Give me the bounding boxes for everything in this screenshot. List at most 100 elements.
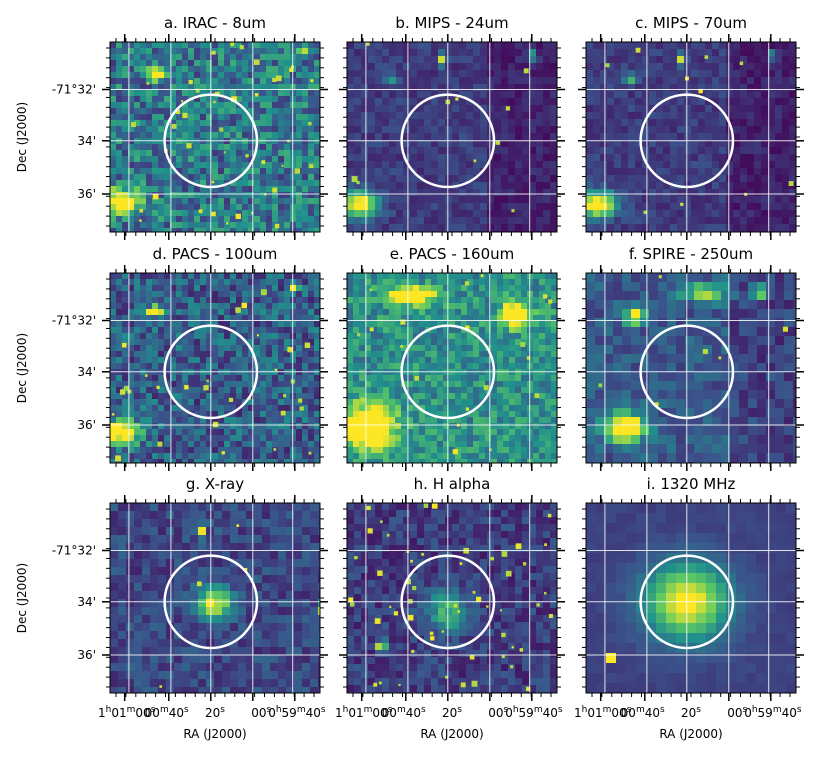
image-pixel (272, 168, 279, 175)
image-pixel (621, 42, 629, 50)
image-pixel (642, 133, 650, 141)
image-pixel (445, 175, 453, 183)
image-pixel (242, 78, 249, 85)
image-pixel (466, 42, 474, 50)
image-pixel (128, 66, 135, 73)
image-pixel (302, 357, 309, 364)
image-pixel (116, 102, 123, 109)
image-pixel (158, 84, 165, 91)
image-pixel (236, 210, 243, 217)
image-pixel (116, 186, 123, 193)
image-pixel (314, 435, 320, 442)
image-pixel (260, 423, 267, 430)
bright-source (272, 77, 277, 83)
image-pixel (487, 77, 495, 85)
image-pixel (389, 112, 397, 120)
image-pixel (242, 309, 249, 316)
image-pixel (410, 49, 418, 57)
image-pixel (663, 77, 671, 85)
image-pixel (586, 210, 594, 218)
image-pixel (473, 315, 480, 322)
image-pixel (480, 112, 488, 120)
image-pixel (200, 417, 207, 424)
image-pixel (296, 387, 303, 394)
image-pixel (761, 175, 769, 183)
image-pixel (152, 132, 159, 139)
image-pixel (230, 423, 237, 430)
image-pixel (152, 357, 159, 364)
image-pixel (230, 120, 237, 127)
image-pixel (431, 56, 439, 64)
image-pixel (218, 168, 225, 175)
image-pixel (691, 70, 699, 78)
image-pixel (308, 132, 315, 139)
image-pixel (593, 203, 601, 211)
image-pixel (224, 144, 231, 151)
image-pixel (347, 133, 355, 141)
image-pixel (308, 315, 315, 322)
image-pixel (278, 186, 285, 193)
image-pixel (768, 112, 776, 120)
image-pixel (586, 126, 594, 134)
image-pixel (413, 303, 420, 310)
bright-source (304, 342, 311, 348)
image-pixel (182, 375, 189, 382)
image-pixel (719, 196, 727, 204)
image-pixel (278, 321, 285, 328)
image-pixel (359, 303, 366, 310)
image-pixel (236, 156, 243, 163)
image-pixel (248, 321, 255, 328)
bright-source (119, 389, 126, 395)
image-pixel (146, 132, 153, 139)
image-pixel (260, 453, 267, 460)
image-pixel (170, 459, 177, 463)
image-pixel (278, 210, 285, 217)
image-pixel (188, 357, 195, 364)
image-pixel (224, 186, 231, 193)
image-pixel (176, 102, 183, 109)
image-pixel (182, 279, 189, 286)
image-pixel (419, 339, 426, 346)
image-pixel (116, 162, 123, 169)
image-pixel (218, 210, 225, 217)
image-pixel (491, 321, 498, 328)
image-pixel (473, 98, 481, 106)
image-pixel (302, 198, 309, 205)
image-pixel (254, 291, 261, 298)
image-pixel (607, 203, 615, 211)
image-pixel (110, 192, 117, 199)
image-pixel (212, 66, 219, 73)
image-pixel (146, 216, 153, 223)
image-pixel (705, 42, 713, 50)
image-pixel (296, 90, 303, 97)
image-pixel (200, 459, 207, 463)
image-pixel (176, 144, 183, 151)
image-pixel (705, 63, 713, 71)
image-pixel (501, 63, 509, 71)
image-pixel (754, 126, 762, 134)
image-pixel (272, 84, 279, 91)
image-pixel (459, 154, 467, 162)
image-pixel (158, 357, 165, 364)
image-pixel (164, 228, 171, 232)
image-pixel (413, 297, 420, 304)
image-pixel (455, 285, 462, 292)
image-pixel (302, 429, 309, 436)
image-pixel (607, 70, 615, 78)
image-pixel (782, 217, 790, 225)
image-pixel (122, 435, 129, 442)
image-pixel (200, 114, 207, 121)
image-pixel (278, 273, 285, 280)
image-pixel (182, 435, 189, 442)
image-pixel (224, 279, 231, 286)
image-pixel (164, 303, 171, 310)
image-pixel (194, 120, 201, 127)
image-pixel (200, 357, 207, 364)
image-pixel (543, 133, 551, 141)
image-pixel (278, 309, 285, 316)
image-pixel (254, 120, 261, 127)
image-pixel (425, 345, 432, 352)
image-pixel (254, 150, 261, 157)
image-pixel (152, 423, 159, 430)
image-pixel (296, 459, 303, 463)
